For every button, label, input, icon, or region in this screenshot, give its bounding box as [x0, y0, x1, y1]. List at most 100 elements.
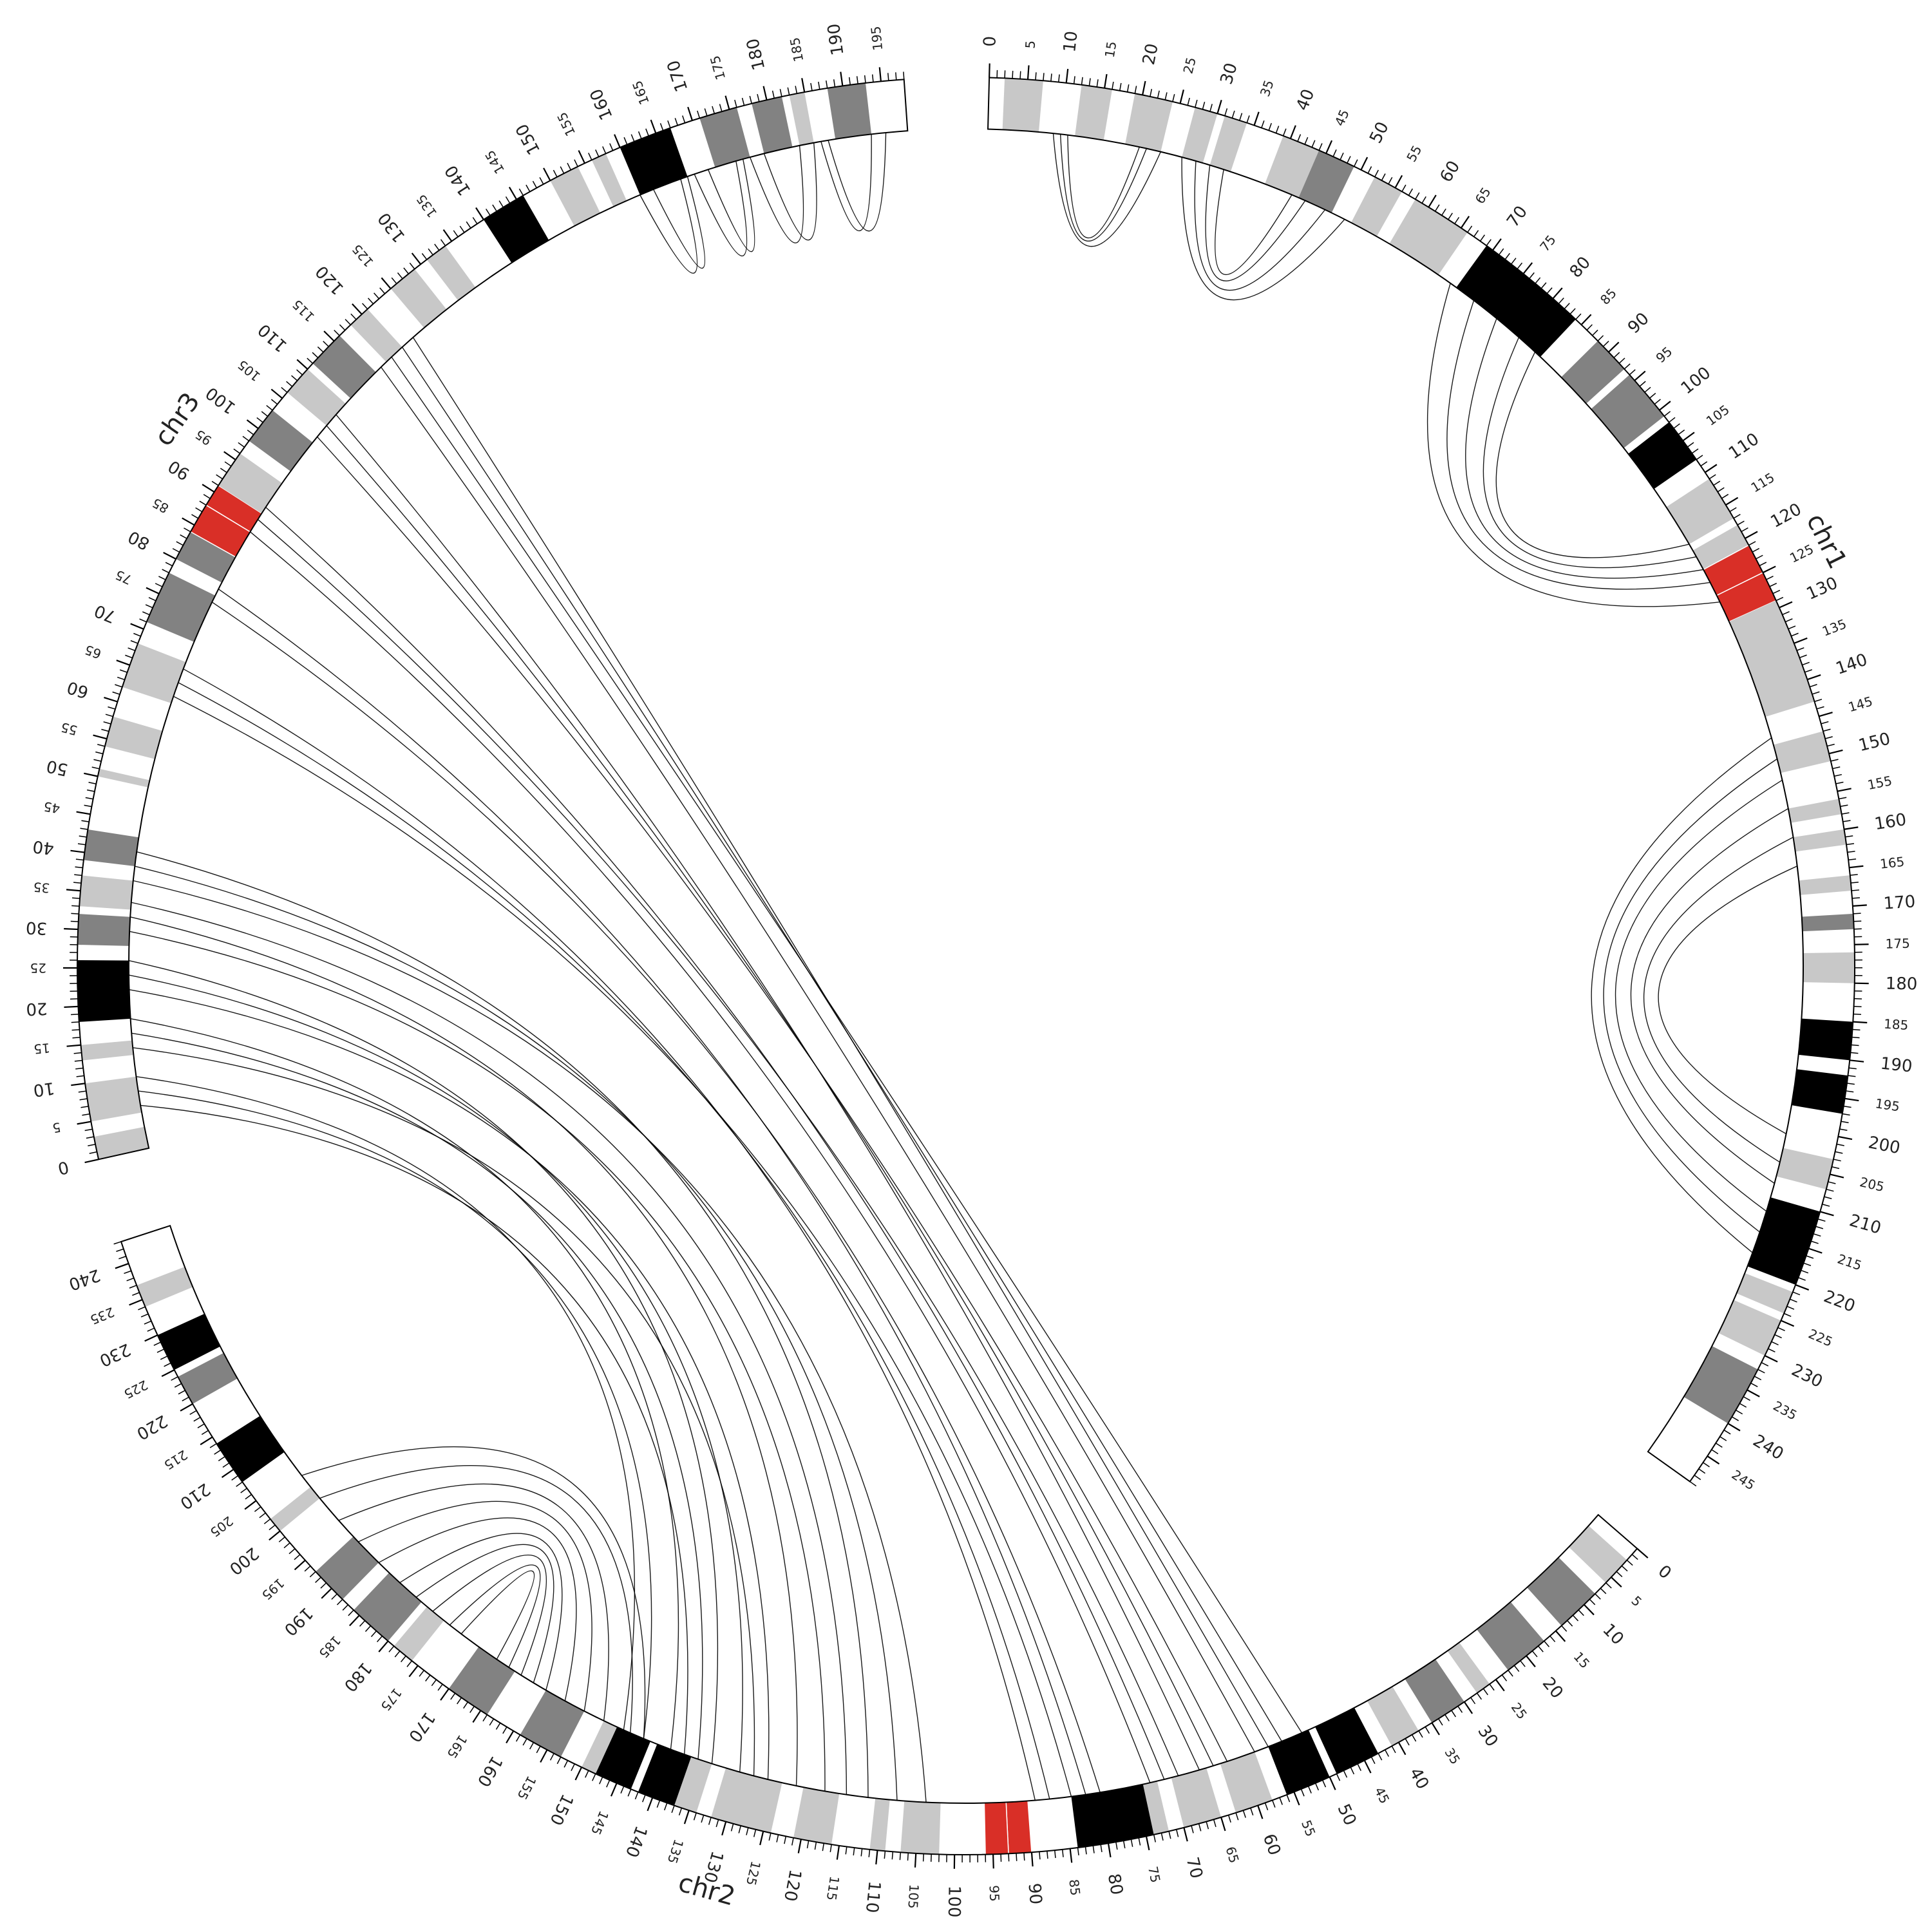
minor-tick — [1738, 521, 1744, 525]
minor-tick — [795, 86, 797, 93]
minor-tick — [1283, 129, 1286, 136]
minor-tick — [1624, 364, 1630, 369]
minor-tick — [464, 1702, 468, 1709]
tick-label: 20 — [1139, 42, 1162, 66]
tick-label: 50 — [1366, 119, 1393, 147]
tick-label: 60 — [1259, 1832, 1284, 1858]
link-ribbon — [821, 134, 871, 231]
minor-tick — [603, 146, 606, 153]
minor-tick — [164, 1363, 171, 1366]
major-tick — [506, 1731, 513, 1743]
minor-tick — [1089, 78, 1090, 86]
minor-tick — [712, 106, 714, 114]
minor-tick — [142, 612, 149, 615]
minor-tick — [360, 1620, 365, 1626]
tick-label: 210 — [1847, 1211, 1883, 1238]
link-ribbon — [381, 367, 1255, 1752]
minor-tick — [71, 1022, 79, 1023]
minor-tick — [147, 1328, 155, 1331]
minor-tick — [1043, 73, 1044, 80]
minor-tick — [1720, 1437, 1727, 1441]
minor-tick — [127, 1278, 134, 1281]
major-tick — [115, 1264, 129, 1268]
minor-tick — [834, 79, 835, 87]
minor-tick — [247, 430, 254, 435]
minor-tick — [1158, 91, 1160, 99]
minor-tick — [1408, 189, 1412, 195]
minor-tick — [1573, 1615, 1578, 1621]
minor-tick — [1748, 542, 1756, 545]
tick-label: 180 — [340, 1658, 375, 1695]
minor-tick — [234, 449, 240, 453]
minor-tick — [75, 1068, 83, 1069]
tick-label: 25 — [1180, 55, 1199, 75]
link-ribbon — [402, 347, 1282, 1741]
minor-tick — [1674, 424, 1680, 428]
minor-tick — [784, 1836, 786, 1844]
minor-tick — [1812, 692, 1819, 694]
tick-label: 195 — [1874, 1095, 1900, 1114]
major-tick — [295, 1560, 305, 1570]
cytoband — [1071, 1785, 1153, 1848]
minor-tick — [317, 347, 323, 352]
minor-tick — [1851, 882, 1859, 883]
minor-tick — [1614, 352, 1620, 357]
tick-label: 225 — [1806, 1326, 1835, 1350]
minor-tick — [1841, 1121, 1849, 1122]
minor-tick — [1265, 1803, 1268, 1810]
tick-label: 195 — [868, 25, 886, 51]
minor-tick — [86, 1137, 94, 1138]
minor-tick — [624, 137, 627, 144]
cytoband — [77, 960, 131, 1022]
major-tick — [84, 773, 97, 777]
minor-tick — [705, 108, 707, 115]
minor-tick — [1804, 1263, 1811, 1265]
major-tick — [509, 187, 516, 200]
minor-tick — [1405, 1739, 1409, 1745]
minor-tick — [260, 1513, 265, 1517]
minor-tick — [71, 921, 79, 922]
minor-tick — [1741, 528, 1748, 532]
major-tick — [145, 1335, 158, 1341]
link-ribbon — [1053, 133, 1160, 247]
minor-tick — [180, 535, 187, 538]
minor-tick — [1736, 1410, 1742, 1414]
minor-tick — [1798, 1278, 1805, 1280]
minor-tick — [788, 88, 789, 95]
minor-tick — [892, 1852, 893, 1859]
minor-tick — [672, 1806, 674, 1813]
minor-tick — [1251, 1808, 1253, 1815]
minor-tick — [1587, 325, 1592, 330]
minor-tick — [1734, 515, 1740, 518]
minor-tick — [316, 1577, 321, 1582]
tick-label: 15 — [1102, 40, 1120, 59]
minor-tick — [1195, 100, 1197, 108]
minor-tick — [1471, 1698, 1475, 1704]
minor-tick — [365, 1626, 370, 1632]
minor-tick — [1788, 626, 1795, 629]
minor-tick — [553, 170, 557, 177]
tick-label: 145 — [588, 1808, 612, 1837]
minor-tick — [389, 1646, 394, 1652]
tick-label: 110 — [254, 319, 291, 355]
tick-label: 155 — [554, 109, 578, 138]
minor-tick — [1547, 288, 1552, 294]
minor-tick — [646, 129, 649, 136]
minor-tick — [1852, 1037, 1860, 1038]
minor-tick — [792, 1838, 793, 1846]
minor-tick — [1047, 1851, 1048, 1859]
minor-tick — [343, 1605, 348, 1611]
major-tick — [1108, 1843, 1111, 1857]
major-tick — [245, 1501, 256, 1509]
major-tick — [1496, 1680, 1504, 1691]
tick-label: 65 — [1472, 184, 1494, 207]
minor-tick — [1732, 1417, 1738, 1421]
minor-tick — [1378, 1754, 1382, 1761]
minor-tick — [683, 115, 685, 122]
major-tick — [1837, 788, 1852, 791]
minor-tick — [129, 1285, 137, 1288]
minor-tick — [564, 1761, 567, 1768]
tick-label: 65 — [82, 642, 103, 662]
minor-tick — [220, 468, 227, 473]
minor-tick — [1818, 1219, 1826, 1221]
